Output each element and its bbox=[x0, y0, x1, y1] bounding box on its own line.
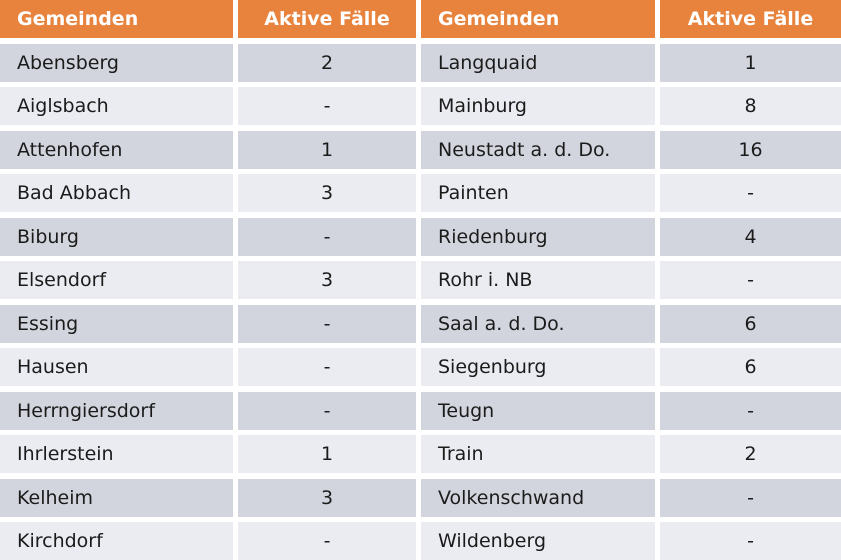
municipality-cell: Aiglsbach bbox=[0, 87, 233, 125]
municipality-cell: Volkenschwand bbox=[421, 478, 655, 517]
cases-cell: 1 bbox=[238, 130, 416, 169]
municipality-cell: Attenhofen bbox=[0, 130, 233, 169]
cases-cell: - bbox=[238, 304, 416, 343]
cases-cell: 6 bbox=[660, 304, 841, 343]
municipality-cell: Kelheim bbox=[0, 478, 233, 517]
cases-cell: 1 bbox=[238, 435, 416, 473]
column-header-gemeinden-right: Gemeinden bbox=[421, 0, 655, 38]
municipality-cell: Langquaid bbox=[421, 43, 655, 82]
municipality-cell: Train bbox=[421, 435, 655, 473]
column-header-gemeinden-left: Gemeinden bbox=[0, 0, 233, 38]
cases-cell: 6 bbox=[660, 348, 841, 386]
cases-cell: 3 bbox=[238, 261, 416, 299]
municipality-cell: Saal a. d. Do. bbox=[421, 304, 655, 343]
cases-cell: - bbox=[238, 87, 416, 125]
column-header-aktive-faelle-left: Aktive Fälle bbox=[238, 0, 416, 38]
municipality-cell: Kirchdorf bbox=[0, 522, 233, 560]
municipality-cell: Bad Abbach bbox=[0, 174, 233, 212]
cases-cell: - bbox=[238, 522, 416, 560]
municipality-cell: Riedenburg bbox=[421, 217, 655, 256]
cases-cell: - bbox=[238, 348, 416, 386]
municipality-cell: Abensberg bbox=[0, 43, 233, 82]
municipality-cell: Painten bbox=[421, 174, 655, 212]
municipality-cell: Biburg bbox=[0, 217, 233, 256]
cases-cell: 4 bbox=[660, 217, 841, 256]
municipality-cell: Teugn bbox=[421, 391, 655, 430]
municipality-cell: Hausen bbox=[0, 348, 233, 386]
municipality-cell: Rohr i. NB bbox=[421, 261, 655, 299]
municipality-cell: Herrngiersdorf bbox=[0, 391, 233, 430]
cases-cell: 8 bbox=[660, 87, 841, 125]
cases-cell: - bbox=[238, 391, 416, 430]
cases-cell: - bbox=[660, 478, 841, 517]
cases-cell: 2 bbox=[660, 435, 841, 473]
cases-cell: 2 bbox=[238, 43, 416, 82]
cases-cell: 16 bbox=[660, 130, 841, 169]
municipality-cell: Ihrlerstein bbox=[0, 435, 233, 473]
municipality-cell: Wildenberg bbox=[421, 522, 655, 560]
cases-cell: - bbox=[660, 522, 841, 560]
cases-cell: - bbox=[238, 217, 416, 256]
cases-cell: - bbox=[660, 261, 841, 299]
cases-cell: 1 bbox=[660, 43, 841, 82]
municipality-cell: Essing bbox=[0, 304, 233, 343]
cases-cell: 3 bbox=[238, 478, 416, 517]
municipality-cell: Mainburg bbox=[421, 87, 655, 125]
municipality-cell: Elsendorf bbox=[0, 261, 233, 299]
cases-cell: - bbox=[660, 391, 841, 430]
column-header-aktive-faelle-right: Aktive Fälle bbox=[660, 0, 841, 38]
cases-cell: - bbox=[660, 174, 841, 212]
municipality-cell: Neustadt a. d. Do. bbox=[421, 130, 655, 169]
cases-cell: 3 bbox=[238, 174, 416, 212]
municipality-cell: Siegenburg bbox=[421, 348, 655, 386]
